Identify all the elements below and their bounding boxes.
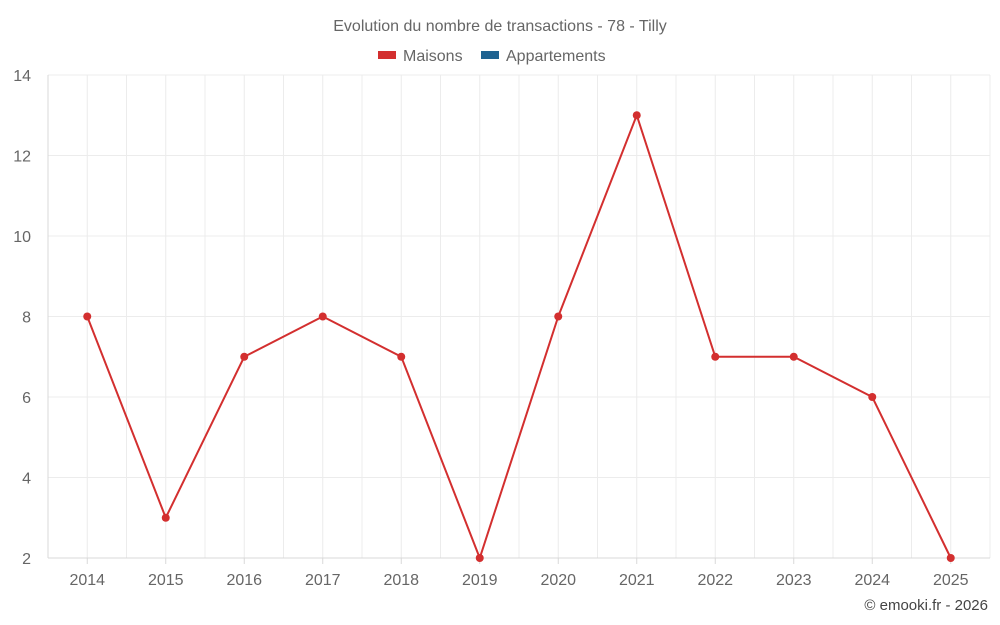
grid bbox=[47, 74, 991, 558]
x-tick-label: 2014 bbox=[69, 572, 105, 589]
credit-text: © emooki.fr - 2026 bbox=[864, 597, 988, 614]
y-tick-label: 4 bbox=[22, 471, 31, 488]
x-tick-label: 2019 bbox=[462, 572, 498, 589]
data-point-maisons-2020[interactable] bbox=[554, 312, 563, 321]
series-line-maisons bbox=[86, 112, 952, 561]
x-tick-label: 2023 bbox=[776, 572, 812, 589]
legend: Maisons Appartements bbox=[378, 48, 606, 65]
legend-swatch-maisons bbox=[378, 51, 396, 59]
y-tick-label: 8 bbox=[22, 310, 31, 327]
data-point-maisons-2016[interactable] bbox=[240, 352, 249, 361]
chart-title: Evolution du nombre de transactions - 78… bbox=[333, 18, 667, 35]
x-tick-label: 2024 bbox=[854, 572, 890, 589]
x-tick-label: 2017 bbox=[305, 572, 341, 589]
y-tick-label: 12 bbox=[13, 149, 31, 166]
legend-item-maisons[interactable]: Maisons bbox=[378, 48, 463, 65]
y-tick-label: 6 bbox=[22, 390, 31, 407]
x-tick-label: 2021 bbox=[619, 572, 655, 589]
axes: 2 4 6 8 10 12 14 2014 2015 2016 2017 2018 2019 2020 20… bbox=[13, 68, 990, 589]
data-point-maisons-2024[interactable] bbox=[868, 393, 877, 401]
legend-item-appartements[interactable]: Appartements bbox=[481, 48, 606, 65]
legend-label-maisons: Maisons bbox=[403, 48, 463, 65]
x-tick-label: 2025 bbox=[933, 572, 969, 589]
y-tick-label: 2 bbox=[22, 551, 31, 568]
x-tick-label: 2016 bbox=[226, 572, 262, 589]
data-point-maisons-2018[interactable] bbox=[397, 352, 406, 361]
x-tick-label: 2022 bbox=[697, 572, 733, 589]
data-point-maisons-2014[interactable] bbox=[83, 312, 92, 321]
data-point-maisons-2021[interactable] bbox=[632, 111, 641, 120]
legend-label-appartements: Appartements bbox=[506, 48, 606, 65]
data-point-maisons-2017[interactable] bbox=[318, 312, 327, 321]
data-point-maisons-2025[interactable] bbox=[946, 554, 955, 562]
y-tick-label: 10 bbox=[13, 229, 31, 246]
data-point-maisons-2022[interactable] bbox=[711, 352, 720, 361]
x-tick-label: 2020 bbox=[540, 572, 576, 589]
series bbox=[83, 111, 955, 562]
y-tick-label: 14 bbox=[13, 68, 31, 85]
legend-swatch-appartements bbox=[481, 51, 499, 59]
x-tick-label: 2018 bbox=[383, 572, 419, 589]
data-point-maisons-2015[interactable] bbox=[161, 513, 170, 522]
data-point-maisons-2023[interactable] bbox=[789, 352, 798, 361]
x-tick-label: 2015 bbox=[148, 572, 184, 589]
data-point-maisons-2019[interactable] bbox=[475, 554, 484, 562]
